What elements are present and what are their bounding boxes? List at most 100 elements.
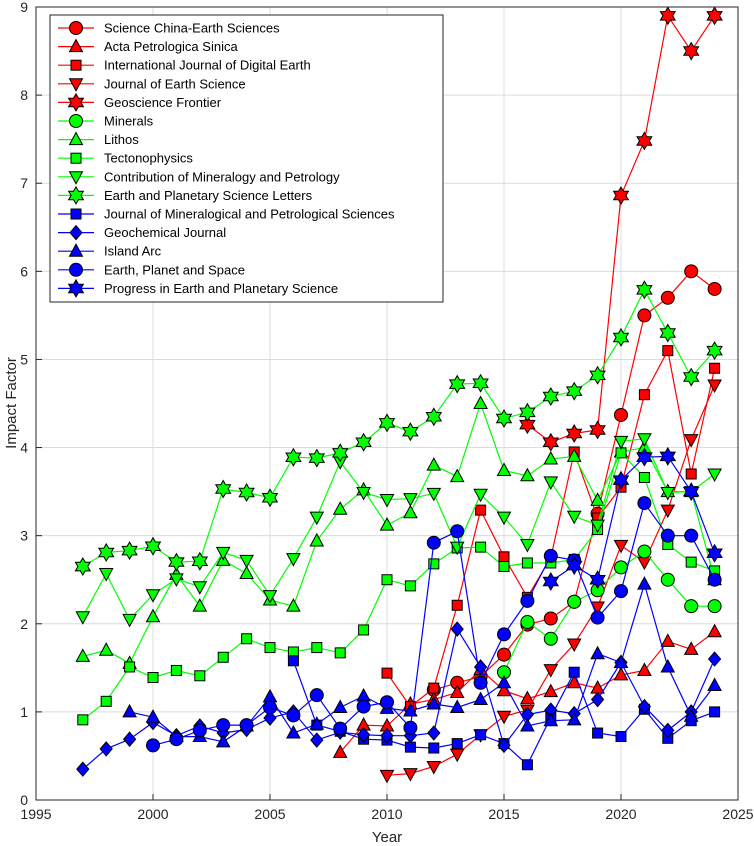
- data-point: [75, 611, 91, 625]
- x-tick-label: 2010: [371, 806, 402, 822]
- legend-entry: Acta Petrologica Sinica: [58, 38, 238, 54]
- data-point: [519, 402, 536, 422]
- data-point: [683, 641, 699, 655]
- data-point: [448, 374, 466, 394]
- data-point: [660, 504, 676, 519]
- data-point: [100, 695, 112, 707]
- data-point: [636, 131, 653, 151]
- data-point: [451, 599, 463, 611]
- y-tick-label: 9: [20, 0, 28, 15]
- legend-entry: Tectonophysics: [58, 151, 193, 166]
- data-point: [706, 6, 723, 26]
- legend-marker: [69, 262, 83, 277]
- data-point: [191, 551, 209, 571]
- series-minerals: [497, 544, 722, 680]
- legend-entry: Science China-Earth Sciences: [58, 21, 280, 36]
- y-axis-label: Impact Factor: [3, 357, 20, 449]
- data-point: [683, 434, 699, 448]
- data-point: [146, 738, 160, 753]
- x-axis-label: Year: [372, 829, 402, 846]
- data-point: [659, 446, 677, 466]
- legend-label: Island Arc: [104, 244, 162, 259]
- data-point: [613, 539, 629, 554]
- legend-label: Journal of Mineralogical and Petrologica…: [104, 207, 395, 222]
- data-point: [428, 742, 440, 754]
- data-point: [121, 541, 138, 561]
- data-point: [589, 570, 606, 590]
- data-point: [450, 621, 464, 637]
- legend-entry: Minerals: [58, 114, 154, 129]
- legend-label: Geoscience Frontier: [104, 95, 222, 110]
- data-point: [682, 482, 700, 502]
- data-point: [590, 610, 605, 625]
- data-point: [263, 710, 277, 726]
- data-point: [379, 494, 395, 508]
- data-point: [311, 642, 323, 654]
- data-point: [636, 447, 653, 467]
- data-point: [683, 708, 699, 722]
- data-point: [613, 666, 629, 681]
- data-point: [332, 699, 348, 713]
- legend-label: Earth, Planet and Space: [104, 262, 245, 277]
- data-point: [426, 695, 442, 710]
- data-point: [99, 741, 113, 757]
- legend-entry: Journal of Earth Science: [58, 76, 246, 92]
- data-point: [427, 725, 441, 741]
- series-geoscience-frontier: [519, 6, 723, 452]
- series-journal-of-earth-science: [379, 379, 722, 784]
- legend-marker: [70, 59, 82, 71]
- legend-label: Contribution of Mineralogy and Petrology: [104, 169, 340, 184]
- data-point: [449, 684, 465, 699]
- data-point: [122, 731, 137, 747]
- legend-entry: International Journal of Digital Earth: [58, 58, 311, 73]
- data-point: [566, 638, 582, 653]
- data-point: [475, 729, 487, 741]
- data-point: [706, 341, 723, 361]
- data-point: [707, 468, 722, 483]
- data-point: [589, 365, 606, 385]
- data-point: [75, 648, 91, 662]
- data-point: [590, 601, 605, 616]
- data-point: [543, 450, 559, 465]
- data-point: [637, 544, 652, 559]
- data-point: [473, 675, 488, 690]
- data-point: [170, 664, 182, 676]
- data-point: [192, 598, 208, 612]
- y-tick-label: 2: [20, 616, 28, 632]
- data-point: [239, 718, 254, 733]
- data-point: [380, 695, 394, 710]
- legend-marker: [67, 92, 85, 112]
- y-tick-label: 8: [20, 87, 28, 103]
- y-tick-label: 5: [20, 351, 28, 367]
- data-point: [496, 462, 512, 476]
- data-point: [497, 737, 511, 754]
- series-line: [82, 401, 716, 665]
- legend-entry: Progress in Earth and Planetary Science: [58, 278, 338, 298]
- data-point: [122, 703, 137, 718]
- data-point: [473, 488, 488, 503]
- data-point: [192, 581, 208, 595]
- legend: Science China-Earth Sciences Acta Petrolo…: [49, 14, 444, 303]
- data-point: [660, 658, 676, 673]
- series-line: [82, 451, 715, 721]
- data-point: [428, 682, 440, 694]
- data-point: [496, 674, 512, 689]
- legend-marker: [67, 278, 85, 298]
- data-point: [613, 435, 629, 450]
- legend-entry: Geochemical Journal: [58, 224, 226, 241]
- legend-marker: [69, 114, 83, 128]
- legend-entry: Geoscience Frontier: [58, 92, 222, 112]
- data-point: [707, 651, 722, 667]
- data-point: [379, 769, 395, 784]
- data-point: [475, 541, 487, 553]
- legend-label: Science China-Earth Sciences: [104, 21, 280, 36]
- data-point: [543, 664, 559, 678]
- data-point: [332, 501, 348, 515]
- data-point: [590, 492, 605, 506]
- data-point: [263, 700, 277, 715]
- data-point: [426, 761, 442, 775]
- data-point: [261, 488, 279, 508]
- data-point: [192, 723, 207, 738]
- y-tick-label: 4: [20, 440, 28, 456]
- data-point: [144, 536, 162, 556]
